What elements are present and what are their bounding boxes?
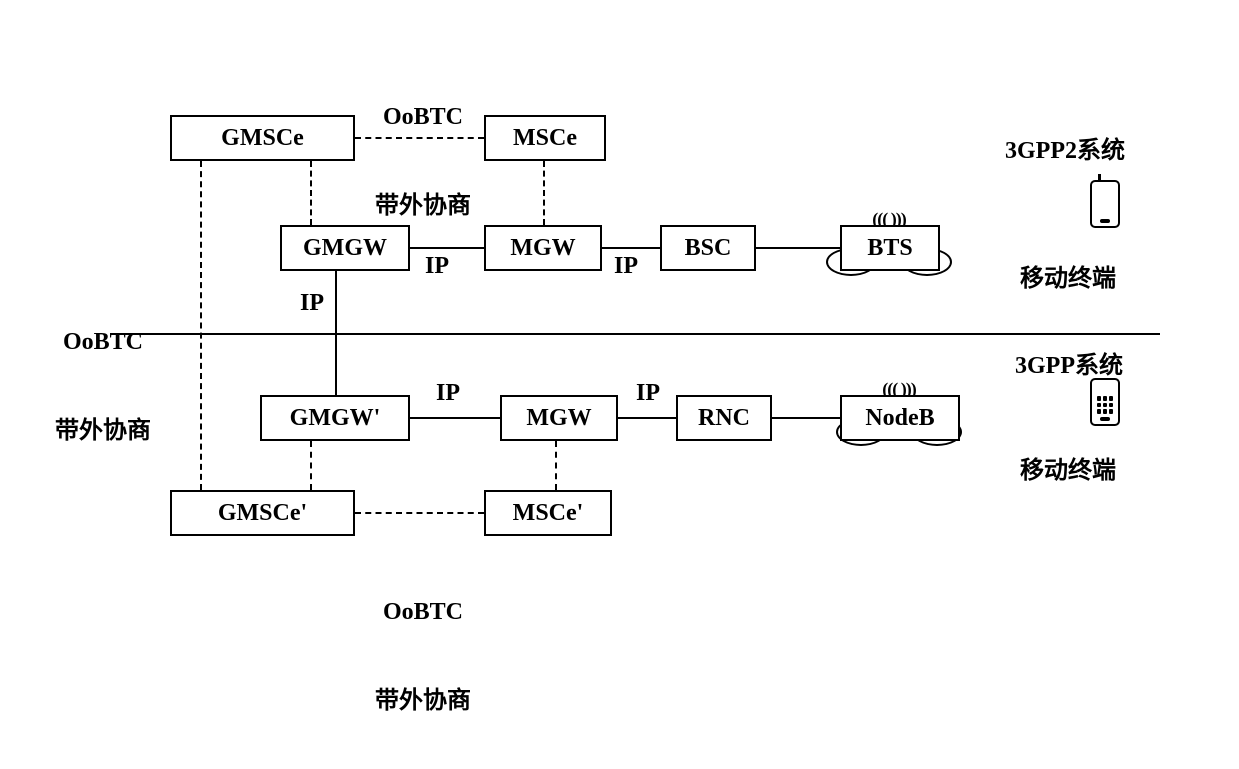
node-label: MSCe': [513, 500, 584, 527]
node-gmsce: GMSCe: [170, 115, 355, 161]
edge-gmgw-gmgw2: [335, 271, 337, 395]
node-label: GMSCe: [221, 125, 304, 152]
mobile-phone-icon: [1090, 180, 1120, 228]
node-gmgw-prime: GMGW': [260, 395, 410, 441]
node-bts: BTS: [840, 225, 940, 271]
edge-gmsce2-msce2: [355, 512, 484, 514]
diagram-canvas: GMSCe MSCe GMGW MGW BSC BTS GMGW' MGW RN…: [0, 0, 1239, 656]
edge-mgw2-msce2: [555, 441, 557, 490]
oobtc-line1: OoBTC: [55, 329, 151, 356]
label-mobile-terminal-top: 移动终端: [1020, 258, 1116, 293]
label-system-3gpp: 3GPP系统: [1015, 345, 1123, 380]
node-label: MGW: [526, 405, 591, 432]
node-label: BSC: [685, 235, 732, 262]
label-oobtc-left: OoBTC 带外协商: [55, 275, 151, 499]
oobtc-line2: 带外协商: [375, 680, 471, 715]
system-divider: [110, 333, 1160, 335]
oobtc-line2: 带外协商: [375, 185, 471, 220]
edge-mgw2-rnc: [618, 417, 676, 419]
node-msce: MSCe: [484, 115, 606, 161]
edge-gmsce-gmgw: [310, 161, 312, 225]
label-ip-4: IP: [636, 380, 660, 407]
node-label: MGW: [510, 235, 575, 262]
label-mobile-terminal-bottom: 移动终端: [1020, 450, 1116, 485]
label-ip-1: IP: [425, 253, 449, 280]
node-mgw-lower: MGW: [500, 395, 618, 441]
node-label: RNC: [698, 405, 750, 432]
node-gmsce-prime: GMSCe': [170, 490, 355, 536]
edge-msce-mgw1: [543, 161, 545, 225]
node-label: GMSCe': [218, 500, 307, 527]
node-label: BTS: [867, 235, 912, 262]
edge-rnc-nodeb: [772, 417, 840, 419]
oobtc-line2: 带外协商: [55, 410, 151, 445]
oobtc-line1: OoBTC: [375, 599, 471, 626]
node-label: GMGW': [290, 405, 381, 432]
label-ip-vertical: IP: [300, 290, 324, 317]
keypad-icon: [1097, 396, 1113, 414]
node-bsc: BSC: [660, 225, 756, 271]
node-nodeb: NodeB: [840, 395, 960, 441]
node-label: NodeB: [865, 405, 934, 432]
edge-gmsce-gmsce2: [200, 161, 202, 490]
edge-gmgw2-gmsce2: [310, 441, 312, 490]
node-rnc: RNC: [676, 395, 772, 441]
node-label: MSCe: [513, 125, 577, 152]
node-mgw-upper: MGW: [484, 225, 602, 271]
label-ip-3: IP: [436, 380, 460, 407]
label-system-3gpp2: 3GPP2系统: [1005, 130, 1125, 165]
node-msce-prime: MSCe': [484, 490, 612, 536]
mobile-phone-icon: [1090, 378, 1120, 426]
oobtc-line1: OoBTC: [375, 104, 471, 131]
edge-mgw1-bsc: [602, 247, 660, 249]
label-ip-2: IP: [614, 253, 638, 280]
label-oobtc-top: OoBTC 带外协商: [375, 50, 471, 274]
label-oobtc-bottom: OoBTC 带外协商: [375, 545, 471, 769]
edge-gmgw2-mgw2: [410, 417, 500, 419]
